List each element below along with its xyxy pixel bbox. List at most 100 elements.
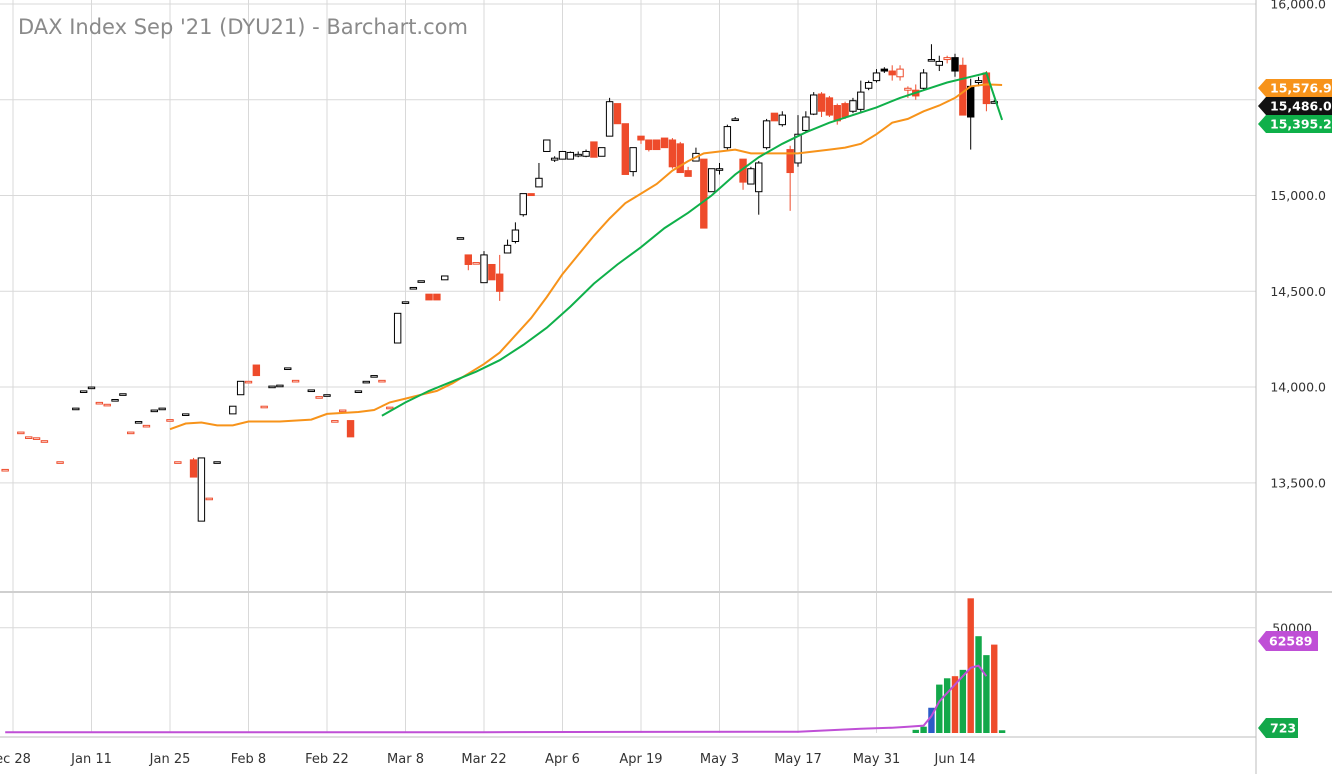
candle [323, 394, 331, 397]
candle-body [543, 139, 551, 152]
tag-volume-last-value: 723 [1270, 721, 1296, 736]
candle [558, 150, 567, 160]
candle-body [849, 100, 857, 112]
candle-body [32, 437, 41, 440]
candle-body [621, 123, 629, 175]
candle [503, 239, 512, 254]
candle-body [158, 407, 166, 411]
candle [284, 367, 292, 371]
tag-last-value: 15,486.0 [1270, 99, 1332, 114]
candle [919, 69, 928, 91]
price-tick-label: 13,500.0 [1270, 475, 1326, 490]
candle [605, 97, 614, 137]
tag-ma-fast-shape [1258, 79, 1332, 97]
candle-body [786, 149, 794, 174]
candle-body [660, 137, 669, 149]
candle [244, 380, 253, 384]
candle [393, 312, 402, 344]
candle-body [213, 461, 221, 464]
candle-body [197, 457, 206, 522]
volume-bar [998, 730, 1006, 733]
date-tick-label: ec 28 [0, 752, 31, 767]
candle-body [527, 193, 535, 197]
candle [103, 403, 111, 407]
volume-bar [912, 729, 919, 733]
candle-body [425, 293, 433, 301]
candle [79, 390, 88, 393]
candle [464, 254, 473, 271]
candle-body [182, 413, 190, 416]
candle [433, 293, 441, 301]
candle [134, 421, 143, 424]
tag-ma-fast-value: 15,576.9 [1270, 81, 1332, 96]
candle [700, 158, 708, 229]
candle [315, 396, 323, 399]
candle-body [119, 393, 127, 396]
candle [574, 151, 582, 158]
candle-body [307, 389, 316, 393]
candle [566, 151, 575, 160]
candle [543, 139, 551, 152]
candle-body [645, 139, 653, 151]
volume-bar [975, 636, 982, 733]
candle-body [904, 87, 912, 91]
candle [896, 65, 904, 81]
candle [739, 158, 747, 190]
candle-body [503, 244, 512, 254]
candle [87, 386, 96, 390]
date-tick-label: Jan 25 [149, 752, 191, 767]
candle-body [668, 139, 677, 168]
candle [598, 147, 606, 157]
candle-body [174, 461, 182, 464]
candle [668, 138, 677, 169]
candle-body [810, 94, 818, 115]
candle [425, 293, 433, 301]
candle [56, 461, 64, 464]
candle-body [794, 133, 802, 164]
candle [794, 115, 802, 167]
candle-body [236, 380, 245, 396]
candle-body [590, 141, 598, 158]
tag-ma-slow-value: 15,395.2 [1270, 117, 1332, 132]
candle [150, 409, 159, 413]
candle-body [872, 72, 881, 82]
candle-body [150, 409, 159, 413]
candle-body [441, 275, 449, 281]
candle [472, 262, 480, 265]
candle-body [72, 407, 80, 411]
candle [205, 497, 213, 501]
candle [967, 78, 975, 150]
candle-body [825, 97, 834, 116]
candle [653, 139, 661, 151]
candle-body [802, 116, 810, 131]
candle-body [707, 168, 716, 193]
candle-body [134, 421, 143, 424]
candle-body [496, 273, 504, 292]
volume-bar [943, 678, 951, 733]
volume-bars [912, 598, 1006, 733]
candles [1, 44, 998, 522]
tag-ma-slow: 15,395.2 [1258, 115, 1332, 133]
candle [252, 364, 261, 377]
tag-volume-ma-value: 62589 [1269, 634, 1313, 649]
candle-body [331, 420, 339, 423]
candle [260, 405, 268, 409]
price-tick-label: 16,000.0 [1270, 0, 1326, 12]
candle [935, 55, 943, 72]
candle [307, 389, 316, 393]
candle [755, 161, 763, 215]
candle-body [770, 112, 779, 122]
candle-body [841, 103, 849, 118]
candle [354, 390, 363, 393]
candle [40, 440, 49, 443]
candle [339, 409, 347, 413]
candle-body [927, 59, 936, 62]
date-tick-label: Apr 19 [619, 752, 662, 767]
volume-bar [928, 707, 935, 733]
volume-bar [936, 684, 943, 733]
candle [17, 431, 25, 435]
candle-body [472, 262, 480, 265]
date-tick-label: Mar 8 [387, 752, 424, 767]
candle-body [951, 57, 959, 72]
